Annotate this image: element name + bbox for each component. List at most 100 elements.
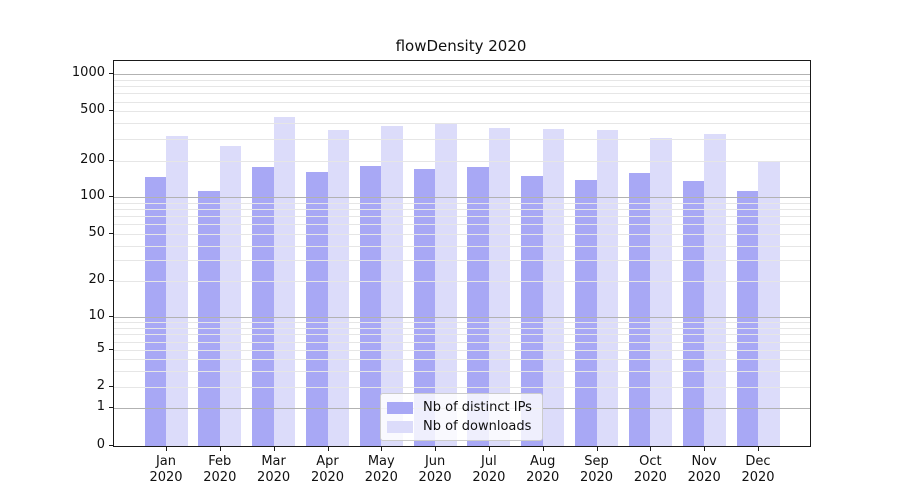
gridline-minor [114, 327, 810, 329]
y-tick-label: 200 [80, 151, 105, 167]
gridline-minor [114, 93, 810, 95]
gridline-minor [114, 111, 810, 113]
gridline-minor [114, 86, 810, 88]
x-tick-mark [758, 447, 759, 451]
x-tick-mark [542, 447, 544, 451]
x-tick-label: Jul 2020 [472, 454, 506, 485]
gridline-minor [114, 350, 810, 352]
bar-distinct-ips [306, 172, 328, 446]
gridline-major [114, 317, 810, 318]
x-tick-label: Apr 2020 [310, 454, 345, 485]
bar-downloads [166, 136, 188, 446]
gridline-minor [114, 322, 810, 324]
y-tick-label: 50 [88, 225, 105, 240]
bar-distinct-ips [521, 176, 543, 446]
x-tick-mark [704, 447, 706, 451]
gridline-minor [114, 202, 810, 204]
y-tick-label: 10 [88, 308, 105, 323]
legend-row-distinct-ips: Nb of distinct IPs [387, 398, 532, 417]
x-tick-label: Sep 2020 [579, 454, 614, 485]
y-tick-label: 0 [96, 437, 105, 452]
x-tick-label: Jan 2020 [149, 454, 183, 485]
gridline-minor [114, 234, 810, 235]
x-tick-mark [273, 447, 275, 451]
y-tick-mark [109, 349, 113, 351]
y-tick-label: 2 [96, 378, 105, 393]
y-tick-mark [109, 407, 113, 409]
bar-distinct-ips [413, 169, 436, 446]
bar-distinct-ips [736, 191, 758, 446]
chart-title: flowDensity 2020 [395, 37, 527, 55]
bar-distinct-ips [359, 165, 382, 446]
gridline-minor [114, 101, 810, 103]
plot-area [113, 60, 811, 447]
x-tick-label: Aug 2020 [526, 454, 560, 485]
gridline-minor [114, 281, 810, 283]
bar-distinct-ips [628, 172, 651, 446]
y-tick-mark [109, 445, 113, 446]
y-tick-label: 100 [80, 188, 105, 203]
x-tick-label: Nov 2020 [687, 454, 721, 485]
gridline-minor [114, 370, 810, 372]
gridline-major [114, 197, 810, 198]
y-tick-mark [109, 159, 113, 161]
x-tick-label: May 2020 [364, 454, 398, 485]
bar-downloads [327, 129, 349, 446]
x-tick-mark [327, 447, 329, 451]
y-tick-mark [109, 280, 113, 282]
gridline-minor [114, 123, 810, 125]
x-tick-mark [166, 447, 167, 451]
legend-swatch-distinct-ips [387, 401, 413, 414]
bar-distinct-ips [144, 176, 166, 446]
bar-downloads [650, 137, 672, 446]
bar-downloads [488, 128, 511, 446]
bar-distinct-ips [198, 190, 220, 446]
bar-downloads [596, 129, 618, 446]
gridline-minor [114, 160, 810, 162]
bar-downloads [542, 129, 565, 446]
legend-row-downloads: Nb of downloads [387, 417, 532, 436]
bar-downloads [704, 133, 726, 446]
bar-distinct-ips [467, 166, 489, 446]
gridline-minor [114, 216, 810, 217]
y-tick-label: 1 [96, 399, 105, 415]
gridline-minor [114, 245, 810, 247]
gridline-minor [114, 359, 810, 361]
x-tick-label: Feb 2020 [203, 454, 237, 485]
y-tick-label: 500 [80, 102, 105, 118]
legend: Nb of distinct IPs Nb of downloads [380, 393, 543, 441]
gridline-minor [114, 79, 810, 81]
y-tick-mark [109, 73, 113, 75]
gridline-minor [114, 334, 810, 336]
x-tick-label: Dec 2020 [741, 454, 775, 485]
legend-label-downloads: Nb of downloads [423, 419, 532, 434]
bar-distinct-ips [252, 167, 274, 446]
y-tick-mark [109, 316, 113, 317]
x-tick-mark [219, 447, 221, 451]
x-tick-mark [381, 447, 383, 451]
y-tick-mark [109, 196, 113, 197]
gridline-minor [114, 260, 810, 262]
gridline-minor [114, 387, 810, 388]
bar-distinct-ips [575, 180, 597, 446]
x-tick-label: Oct 2020 [633, 454, 667, 485]
gridline-minor [114, 341, 810, 343]
legend-swatch-downloads [387, 420, 413, 433]
x-tick-mark [650, 447, 652, 451]
bar-distinct-ips [682, 180, 705, 446]
y-tick-label: 1000 [71, 65, 105, 81]
y-tick-mark [109, 386, 113, 387]
bar-downloads [435, 123, 457, 446]
bar-downloads [219, 145, 242, 446]
x-tick-mark [488, 447, 490, 451]
legend-label-distinct-ips: Nb of distinct IPs [423, 400, 532, 415]
gridline-minor [114, 208, 810, 210]
x-tick-label: Mar 2020 [257, 454, 291, 485]
x-tick-mark [435, 447, 437, 451]
y-tick-mark [109, 233, 113, 234]
gridline-minor [114, 224, 810, 226]
y-tick-mark [109, 110, 113, 112]
y-tick-label: 5 [96, 341, 105, 357]
x-tick-label: Jun 2020 [418, 454, 452, 485]
